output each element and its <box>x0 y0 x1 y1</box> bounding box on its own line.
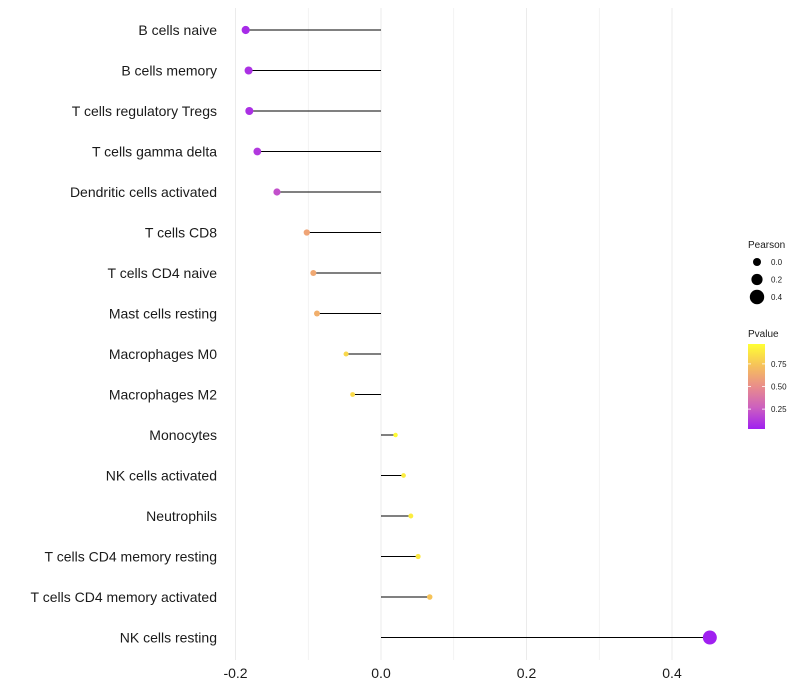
category-label: Dendritic cells activated <box>70 184 217 200</box>
lollipop-dot <box>273 188 281 196</box>
category-label: Macrophages M0 <box>109 346 217 362</box>
category-label: B cells naive <box>138 22 217 38</box>
size-legend-title: Pearson <box>748 240 785 251</box>
category-label: Macrophages M2 <box>109 387 217 403</box>
lollipop-dot <box>426 594 433 600</box>
x-tick-label: -0.2 <box>223 665 247 681</box>
x-tick-label: 0.4 <box>662 665 682 681</box>
size-legend-key <box>751 273 763 286</box>
x-tick-label: 0.2 <box>517 665 537 681</box>
lollipop-dot <box>241 25 250 35</box>
lollipop-dot <box>350 392 356 397</box>
x-tick-label: 0.0 <box>371 665 391 681</box>
category-label: NK cells resting <box>120 630 217 646</box>
color-legend-title: Pvalue <box>748 329 779 340</box>
color-legend-label: 0.25 <box>771 405 787 414</box>
category-label: NK cells activated <box>106 468 217 484</box>
lollipop-dot <box>303 229 310 236</box>
grid-lines <box>235 8 673 660</box>
lollipop-dot <box>314 310 320 317</box>
category-label: T cells CD4 naive <box>108 265 218 281</box>
size-legend-key <box>753 258 761 266</box>
category-label: T cells CD8 <box>145 225 217 241</box>
color-legend-gradient-bar <box>748 344 765 429</box>
size-legend-label: 0.2 <box>771 276 783 285</box>
lollipop-stems <box>245 29 710 638</box>
lollipop-dot <box>310 269 317 277</box>
lollipop-dot <box>393 432 398 438</box>
category-label: T cells regulatory Tregs <box>72 103 217 119</box>
lollipop-dots <box>241 25 717 645</box>
color-legend-label: 0.50 <box>771 383 787 392</box>
lollipop-dot <box>702 630 717 645</box>
category-label: T cells CD4 memory activated <box>31 589 217 605</box>
category-label: B cells memory <box>121 63 217 79</box>
color-legend: Pvalue 0.25 0.50 0.75 <box>748 329 787 429</box>
category-label: T cells gamma delta <box>92 144 217 160</box>
category-label: T cells CD4 memory resting <box>45 549 217 565</box>
lollipop-dot <box>343 351 349 357</box>
lollipop-dot <box>408 513 414 519</box>
size-legend: Pearson 0.0 0.2 0.4 <box>748 240 785 305</box>
lollipop-dot <box>253 147 262 156</box>
category-label: Mast cells resting <box>109 306 217 322</box>
lollipop-dot <box>401 473 406 478</box>
size-legend-key <box>749 289 765 305</box>
size-legend-label: 0.4 <box>771 293 783 302</box>
category-label: Neutrophils <box>146 508 217 524</box>
lollipop-dot <box>244 66 253 75</box>
size-legend-label: 0.0 <box>771 258 783 267</box>
category-label: Monocytes <box>149 427 217 443</box>
category-labels: B cells naive B cells memory T cells regul… <box>31 22 218 646</box>
color-legend-label: 0.75 <box>771 360 787 369</box>
lollipop-dot <box>245 106 254 116</box>
x-axis-tick-labels: -0.2 0.0 0.2 0.4 <box>223 665 682 681</box>
lollipop-dot <box>415 553 421 560</box>
